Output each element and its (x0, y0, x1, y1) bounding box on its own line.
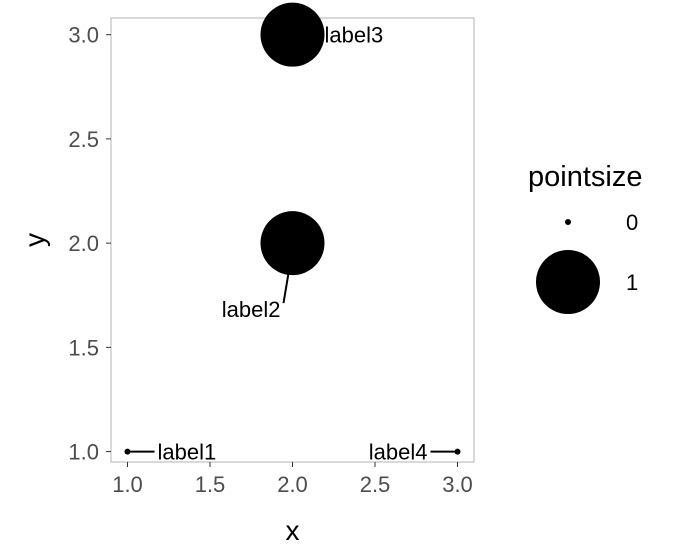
y-tick-label: 1.5 (68, 335, 99, 360)
y-tick-label: 2.0 (68, 231, 99, 256)
data-point (260, 211, 325, 276)
legend-label: 1 (626, 270, 638, 295)
y-axis-title: y (19, 233, 50, 247)
x-tick-label: 2.5 (360, 472, 391, 497)
label-connector (282, 272, 290, 304)
data-point (260, 2, 325, 67)
legend-label: 0 (626, 210, 638, 235)
x-tick-label: 2.0 (277, 472, 308, 497)
point-label: label1 (158, 440, 217, 465)
point-label: label2 (222, 297, 281, 322)
x-tick-label: 1.5 (195, 472, 226, 497)
point-label: label3 (325, 23, 384, 48)
y-tick-label: 3.0 (68, 23, 99, 48)
legend-key (536, 250, 600, 314)
y-tick-label: 2.5 (68, 127, 99, 152)
y-tick-label: 1.0 (68, 440, 99, 465)
legend-title: pointsize (528, 161, 642, 193)
legend-key (565, 219, 571, 225)
data-point (454, 448, 461, 455)
x-tick-label: 1.0 (112, 472, 143, 497)
x-tick-label: 3.0 (442, 472, 473, 497)
x-axis-title: x (286, 515, 300, 546)
point-label: label4 (369, 440, 428, 465)
data-point (124, 448, 131, 455)
